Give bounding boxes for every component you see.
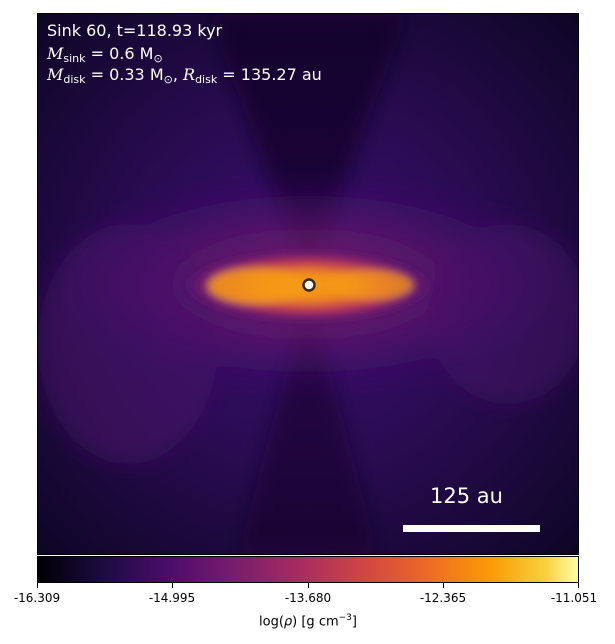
colorbar-tick-label: -16.309 — [13, 591, 61, 605]
colorbar-tick — [37, 583, 38, 588]
outflow-cavities — [208, 14, 408, 554]
colorbar-tick-label: -14.995 — [148, 591, 196, 605]
colorbar — [37, 556, 579, 583]
colorbar-tick — [578, 583, 579, 588]
colorbar-tick-label: -13.680 — [284, 591, 332, 605]
density-map — [37, 13, 579, 555]
colorbar-label: log(ρ) [g cm−3] — [259, 613, 357, 630]
colorbar-tick — [308, 583, 309, 588]
scalebar-label: 125 au — [430, 484, 503, 508]
colorbar-tick-label: -11.051 — [550, 591, 598, 605]
disk-mass-radius-label: Mdisk = 0.33 M⊙, Rdisk = 135.27 au — [47, 65, 322, 86]
sink-time-label: Sink 60, t=118.93 kyr — [47, 21, 223, 40]
sink-mass-label: Msink = 0.6 M⊙ — [47, 44, 163, 65]
scalebar — [403, 525, 540, 532]
density-map-svg — [38, 14, 578, 554]
colorbar-tick — [443, 583, 444, 588]
colorbar-tick-label: -12.365 — [419, 591, 467, 605]
sink-marker — [302, 278, 316, 292]
colorbar-tick — [172, 583, 173, 588]
